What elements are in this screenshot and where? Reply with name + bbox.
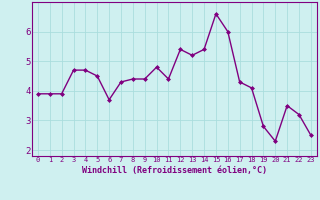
X-axis label: Windchill (Refroidissement éolien,°C): Windchill (Refroidissement éolien,°C) <box>82 166 267 175</box>
